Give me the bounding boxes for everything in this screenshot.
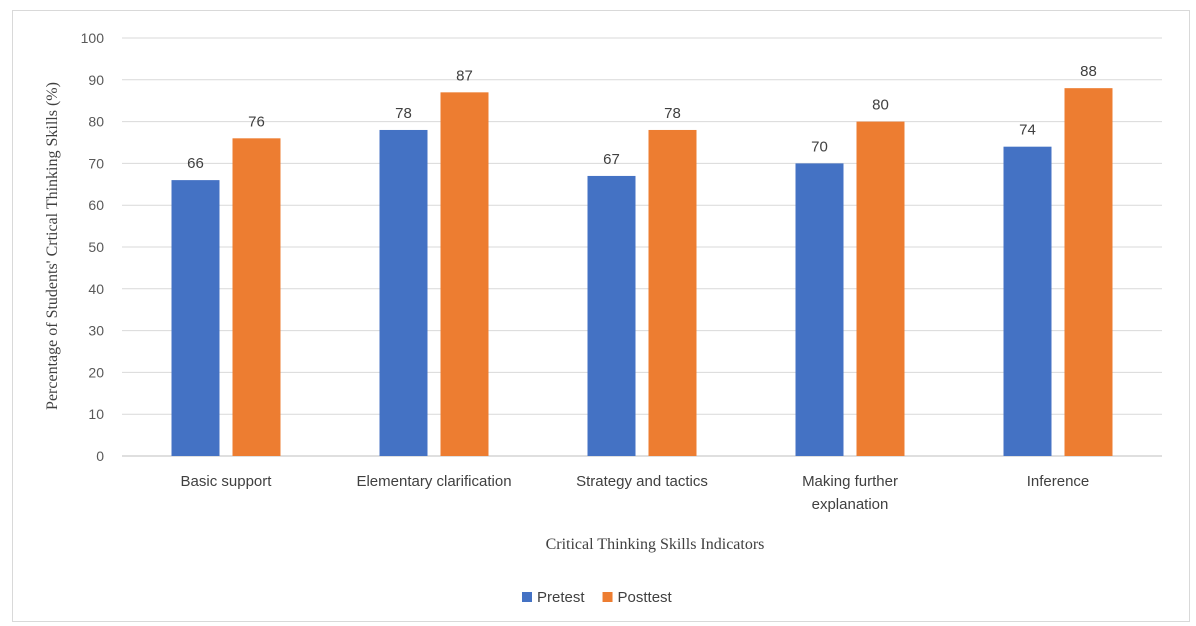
bar-posttest-0 — [232, 138, 281, 456]
bar-posttest-2 — [648, 129, 697, 456]
data-label-posttest-1: 87 — [456, 67, 473, 84]
data-label-pretest-2: 67 — [603, 151, 620, 168]
x-axis-categories: Basic support Elementary clarification Str… — [181, 473, 1090, 513]
y-axis-ticks: 0 10 20 30 40 50 60 70 80 90 100 — [81, 30, 105, 464]
y-tick-label: 90 — [88, 72, 104, 88]
y-tick-label: 0 — [96, 448, 104, 464]
y-axis-title: Percentage of Students' Crtical Thinking… — [44, 82, 61, 410]
gridlines — [122, 37, 1162, 457]
legend-label-pretest: Pretest — [537, 589, 585, 606]
legend: Pretest Posttest — [522, 589, 673, 606]
data-labels: 66 76 78 87 67 78 70 80 74 88 — [187, 63, 1097, 172]
bar-pretest-0 — [171, 180, 220, 456]
bar-posttest-1 — [440, 92, 489, 456]
x-category-label: explanation — [812, 496, 889, 513]
y-tick-label: 70 — [88, 155, 104, 171]
x-category-label: Basic support — [181, 473, 273, 490]
x-category-label: Making further — [802, 473, 898, 490]
y-tick-label: 60 — [88, 197, 104, 213]
data-label-posttest-0: 76 — [248, 113, 265, 130]
y-tick-label: 50 — [88, 239, 104, 255]
data-label-pretest-3: 70 — [811, 138, 828, 155]
y-tick-label: 100 — [81, 30, 105, 46]
y-tick-label: 10 — [88, 406, 104, 422]
y-tick-label: 80 — [88, 114, 104, 130]
legend-swatch-posttest — [602, 592, 613, 602]
y-tick-label: 20 — [88, 364, 104, 380]
bar-pretest-4 — [1003, 146, 1052, 456]
x-category-label: Inference — [1027, 473, 1090, 490]
data-label-posttest-4: 88 — [1080, 63, 1097, 80]
data-label-posttest-3: 80 — [872, 97, 889, 114]
data-label-posttest-2: 78 — [664, 105, 681, 122]
x-category-label: Elementary clarification — [356, 473, 511, 490]
bar-posttest-3 — [856, 121, 905, 456]
bar-pretest-1 — [379, 129, 428, 456]
bar-pretest-2 — [587, 175, 636, 456]
bar-posttest-4 — [1064, 88, 1113, 456]
legend-label-posttest: Posttest — [618, 589, 673, 606]
y-tick-label: 30 — [88, 323, 104, 339]
legend-swatch-pretest — [522, 592, 532, 602]
y-tick-label: 40 — [88, 281, 104, 297]
x-axis-title: Critical Thinking Skills Indicators — [546, 536, 765, 553]
bar-pretest-3 — [795, 163, 844, 456]
data-label-pretest-0: 66 — [187, 155, 204, 172]
data-label-pretest-1: 78 — [395, 105, 412, 122]
x-category-label: Strategy and tactics — [576, 473, 708, 490]
bars — [171, 88, 1113, 456]
data-label-pretest-4: 74 — [1019, 122, 1036, 139]
